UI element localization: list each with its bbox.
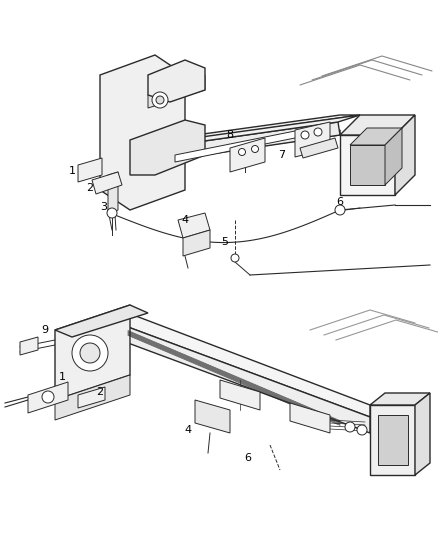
Text: 1: 1 [68, 166, 75, 176]
Polygon shape [385, 128, 402, 185]
Circle shape [156, 96, 164, 104]
Text: 4: 4 [184, 425, 191, 435]
Polygon shape [100, 55, 185, 210]
Circle shape [239, 149, 246, 156]
Text: 7: 7 [279, 150, 286, 160]
Polygon shape [148, 60, 205, 102]
Text: 9: 9 [42, 325, 49, 335]
Polygon shape [415, 393, 430, 475]
Polygon shape [290, 403, 330, 433]
Polygon shape [78, 387, 105, 408]
Polygon shape [108, 172, 118, 214]
Polygon shape [155, 122, 340, 162]
Circle shape [345, 422, 355, 432]
Polygon shape [78, 158, 102, 182]
Polygon shape [300, 138, 338, 158]
Circle shape [251, 146, 258, 152]
Polygon shape [160, 115, 360, 140]
Polygon shape [370, 405, 415, 475]
Polygon shape [128, 313, 370, 417]
Polygon shape [20, 337, 38, 355]
Circle shape [231, 254, 239, 262]
Polygon shape [55, 305, 148, 337]
Polygon shape [183, 230, 210, 256]
Circle shape [314, 128, 322, 136]
Polygon shape [295, 122, 330, 157]
Text: 2: 2 [96, 387, 103, 397]
Polygon shape [130, 120, 205, 175]
Circle shape [80, 343, 100, 363]
Polygon shape [92, 172, 122, 194]
Circle shape [72, 335, 108, 371]
Polygon shape [220, 380, 260, 410]
Polygon shape [350, 128, 402, 145]
Polygon shape [340, 115, 415, 135]
Polygon shape [55, 375, 130, 420]
Polygon shape [148, 75, 205, 108]
Polygon shape [395, 115, 415, 195]
Text: 5: 5 [222, 237, 229, 247]
Circle shape [107, 208, 117, 218]
Polygon shape [175, 130, 300, 162]
Circle shape [42, 391, 54, 403]
Text: 4: 4 [181, 215, 189, 225]
Polygon shape [28, 382, 68, 413]
Polygon shape [230, 138, 265, 172]
Text: 6: 6 [336, 197, 343, 207]
Polygon shape [350, 145, 385, 185]
Polygon shape [378, 415, 408, 465]
Polygon shape [155, 115, 360, 148]
Text: 2: 2 [86, 183, 94, 193]
Circle shape [335, 205, 345, 215]
Text: 8: 8 [226, 130, 233, 140]
Circle shape [152, 92, 168, 108]
Text: 3: 3 [100, 202, 107, 212]
Polygon shape [195, 400, 230, 433]
Circle shape [301, 131, 309, 139]
Text: 1: 1 [59, 372, 66, 382]
Polygon shape [128, 327, 370, 433]
Circle shape [357, 425, 367, 435]
Polygon shape [178, 213, 210, 238]
Polygon shape [370, 393, 430, 405]
Polygon shape [340, 135, 395, 195]
Polygon shape [160, 130, 340, 160]
Polygon shape [55, 305, 130, 400]
Text: 6: 6 [244, 453, 251, 463]
